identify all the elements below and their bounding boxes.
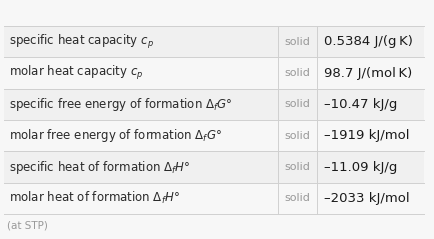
Text: solid: solid [284,193,310,203]
Bar [3,58,423,89]
Text: molar heat of formation $\Delta_f H°$: molar heat of formation $\Delta_f H°$ [9,190,179,206]
Text: molar heat capacity $c_p$: molar heat capacity $c_p$ [9,64,143,82]
Text: specific heat capacity $c_p$: specific heat capacity $c_p$ [9,33,153,51]
Text: 0.5384 J/(g K): 0.5384 J/(g K) [323,35,412,48]
Bar [3,89,423,120]
Text: solid: solid [284,68,310,78]
Text: (at STP): (at STP) [7,221,48,231]
Text: solid: solid [284,162,310,172]
Text: –11.09 kJ/g: –11.09 kJ/g [323,161,396,174]
Text: solid: solid [284,131,310,141]
Bar [3,151,423,183]
Text: solid: solid [284,37,310,47]
Bar [3,183,423,214]
Text: molar free energy of formation $\Delta_f G°$: molar free energy of formation $\Delta_f… [9,127,221,144]
Text: specific heat of formation $\Delta_f H°$: specific heat of formation $\Delta_f H°$ [9,158,190,175]
Bar [3,26,423,58]
Bar [3,120,423,151]
Text: –10.47 kJ/g: –10.47 kJ/g [323,98,396,111]
Text: 98.7 J/(mol K): 98.7 J/(mol K) [323,67,411,80]
Text: –2033 kJ/mol: –2033 kJ/mol [323,192,408,205]
Text: specific free energy of formation $\Delta_f G°$: specific free energy of formation $\Delt… [9,96,232,113]
Text: –1919 kJ/mol: –1919 kJ/mol [323,129,408,142]
Text: solid: solid [284,99,310,109]
